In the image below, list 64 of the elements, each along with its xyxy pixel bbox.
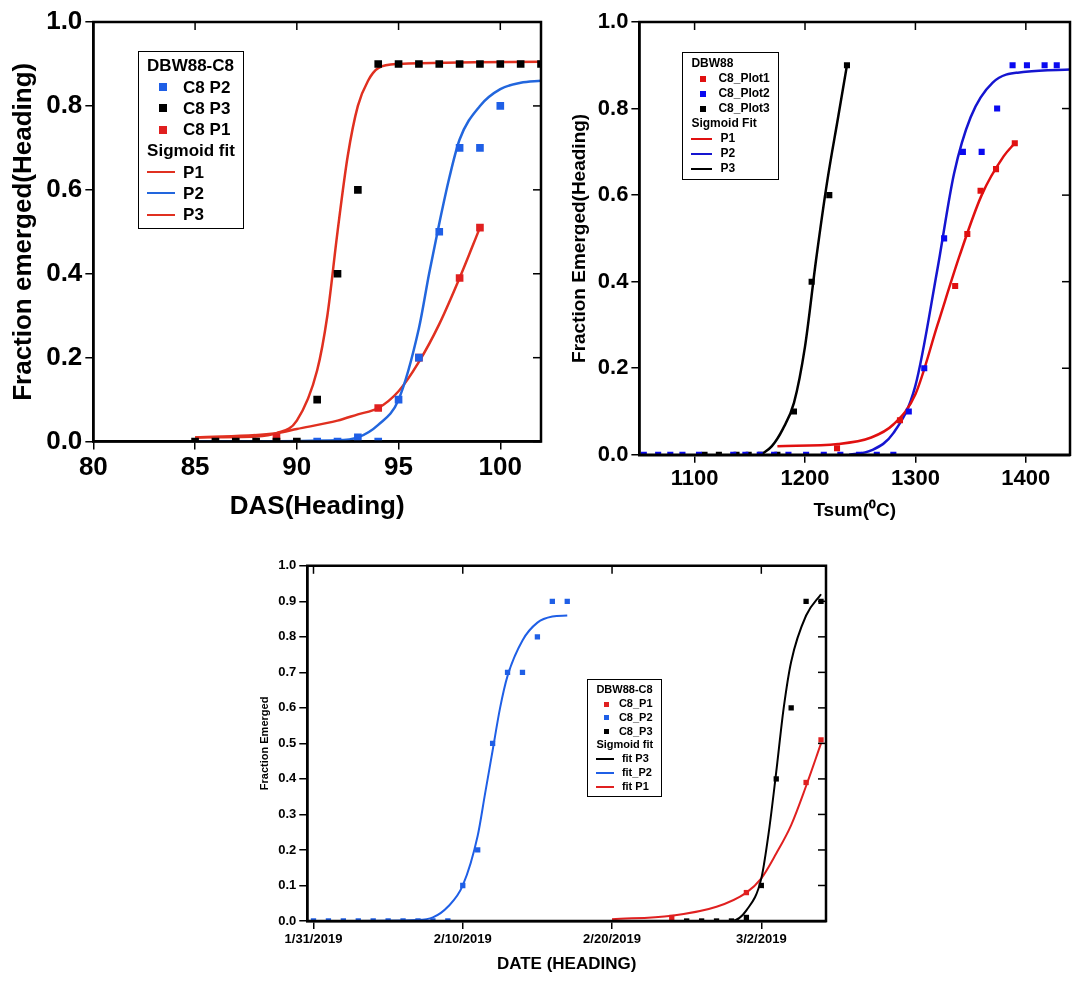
y-tick-label: 0.4 <box>46 256 83 287</box>
y-tick-label: 0.2 <box>597 354 629 380</box>
x-tick-label: 1300 <box>890 465 940 491</box>
y-tick-label: 0.8 <box>597 94 629 120</box>
x-tick-label: 2/20/2019 <box>583 931 641 947</box>
x-tick-label: 1/31/2019 <box>284 931 343 947</box>
y-tick-label: 0.2 <box>278 841 297 857</box>
legend-label: fit_P2 <box>621 765 652 780</box>
y-tick-label: 0.3 <box>278 806 297 822</box>
y-tick-label: 0.4 <box>278 770 298 786</box>
legend-label: C8_Plot3 <box>718 101 770 117</box>
legend-label: fit P3 <box>621 752 649 766</box>
legend-title: DBW88 <box>691 56 735 72</box>
x-axis-title: Tsum(⁰C) <box>813 498 897 520</box>
y-tick-label: 0.0 <box>278 912 297 928</box>
legend-label: C8 P1 <box>183 119 231 141</box>
y-tick-label: 0.8 <box>278 628 297 644</box>
x-tick-label: 85 <box>180 451 210 482</box>
legend-label: P3 <box>183 204 204 226</box>
x-tick-label: 1100 <box>670 465 719 491</box>
legend-label: C8_Plot2 <box>718 86 770 102</box>
y-tick-label: 1.0 <box>46 5 83 36</box>
legend-label: P1 <box>183 161 204 183</box>
legend-label: C8 P2 <box>183 76 231 98</box>
legend-label: P3 <box>720 161 736 177</box>
x-axis-title: DATE (HEADING) <box>496 954 637 974</box>
y-tick-label: 0.5 <box>278 734 297 750</box>
x-tick-label: 1200 <box>780 465 830 491</box>
x-axis-title: DAS(Heading) <box>229 489 405 520</box>
x-tick-label: 1400 <box>1001 465 1051 491</box>
y-tick-label: 0.6 <box>278 699 297 715</box>
legend-label: P1 <box>720 131 736 147</box>
annotation: Sigmoid fit <box>147 140 235 162</box>
x-tick-label: 2/10/2019 <box>433 931 492 947</box>
legend-label: C8_P3 <box>618 724 653 739</box>
x-tick-label: 95 <box>384 451 414 482</box>
y-tick-label: 0.9 <box>278 592 297 608</box>
y-tick-label: 0.1 <box>278 877 297 893</box>
legend-label: fit P1 <box>621 779 649 794</box>
y-tick-label: 0.7 <box>278 663 297 679</box>
legend-label: C8_Plot1 <box>718 71 770 87</box>
y-tick-label: 0.6 <box>597 181 629 207</box>
legend-label: C8 P3 <box>183 97 231 120</box>
y-tick-label: 0.4 <box>597 267 630 293</box>
y-tick-label: 1.0 <box>597 8 629 34</box>
legend-title: DBW88-C8 <box>147 55 235 77</box>
x-tick-label: 3/2/2019 <box>736 931 787 947</box>
y-tick-label: 0.2 <box>46 340 83 371</box>
legend-label: P2 <box>720 146 736 162</box>
y-tick-label: 0.0 <box>597 440 629 466</box>
x-tick-label: 100 <box>478 451 522 482</box>
y-axis-title: Fraction emerged(Heading) <box>6 62 37 401</box>
y-tick-label: 1.0 <box>278 557 297 573</box>
annotation: Sigmoid fit <box>596 738 654 753</box>
legend-title: DBW88-C8 <box>596 683 654 698</box>
annotation: Sigmoid Fit <box>691 116 758 132</box>
y-tick-label: 0.6 <box>46 173 83 204</box>
y-axis-title: Fraction Emerged(Heading) <box>567 113 589 363</box>
y-tick-label: 0.8 <box>46 89 83 120</box>
legend-label: C8_P1 <box>618 697 653 711</box>
legend-label: C8_P2 <box>618 710 653 725</box>
legend-label: P2 <box>183 182 204 205</box>
x-tick-label: 90 <box>282 451 312 482</box>
y-axis-title: Fraction Emerged <box>257 696 270 791</box>
